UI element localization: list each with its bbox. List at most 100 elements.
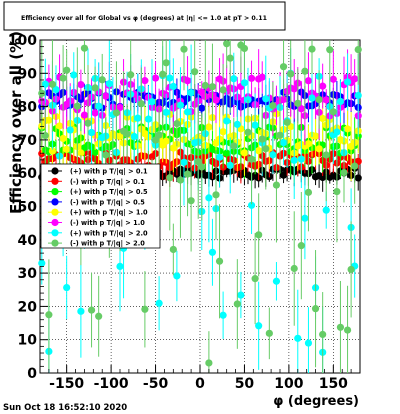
data-point [311, 305, 320, 313]
data-point [102, 151, 110, 159]
data-point [237, 291, 245, 299]
data-point [247, 74, 256, 82]
data-point [347, 265, 355, 274]
data-point [223, 40, 231, 48]
legend: (+) with p T/|q| > 0.1(-) with p T/|q| >… [40, 163, 161, 249]
data-point [41, 80, 49, 88]
x-axis-label: φ (degrees) [273, 394, 359, 409]
data-point [258, 135, 266, 143]
y-tick-label: 40 [18, 233, 38, 249]
legend-label: (-) with p T/|q| > 0.1 [70, 178, 145, 187]
data-point [329, 75, 337, 83]
data-point [251, 121, 259, 129]
title-box [3, 1, 286, 31]
data-point [290, 156, 298, 164]
legend-marker [51, 167, 59, 175]
data-point [340, 168, 348, 177]
data-point [48, 80, 57, 88]
data-point [77, 149, 85, 157]
data-point [354, 91, 362, 100]
data-point [73, 102, 81, 110]
data-point [162, 137, 170, 145]
data-point [304, 339, 313, 347]
data-point [208, 83, 217, 91]
data-point [297, 155, 305, 163]
y-tick-label: 10 [18, 333, 38, 349]
data-point [91, 109, 99, 117]
data-point [191, 68, 199, 76]
legend-label: (-) with p T/|q| > 1.0 [70, 219, 145, 228]
x-tick-label: 150 [319, 376, 348, 392]
data-point [176, 101, 185, 109]
data-point [77, 307, 85, 315]
data-point [223, 149, 231, 157]
data-point [95, 102, 103, 110]
data-point [279, 138, 288, 147]
data-point [304, 77, 313, 85]
data-point [230, 75, 238, 83]
y-tick-label: 100 [8, 33, 37, 49]
data-point [294, 99, 302, 107]
data-point [258, 73, 266, 81]
data-point [354, 45, 362, 54]
y-axis-label: Efficiency over all (%) [7, 31, 25, 214]
data-point [127, 71, 135, 79]
x-tick-label: 0 [195, 376, 205, 392]
data-point [262, 145, 270, 153]
data-point [343, 125, 352, 133]
data-point [290, 85, 298, 93]
data-point [173, 272, 181, 280]
data-point [91, 84, 99, 92]
data-point [48, 147, 57, 155]
data-point [336, 97, 345, 106]
data-point [176, 176, 185, 184]
data-point [80, 111, 89, 119]
data-point [308, 94, 316, 102]
data-point [208, 248, 217, 256]
data-point [322, 151, 330, 159]
legend-marker [51, 208, 59, 216]
data-point [63, 145, 71, 153]
y-tick-label: 90 [18, 66, 38, 82]
data-point [180, 45, 188, 53]
legend-marker [51, 229, 59, 237]
data-point [162, 59, 170, 67]
data-point [247, 201, 256, 209]
data-point [102, 92, 110, 100]
data-point [255, 231, 263, 239]
series-6 [38, 40, 362, 373]
chart-title: Efficiency over all for Global vs φ (deg… [21, 15, 267, 23]
y-tick-label: 0 [27, 366, 37, 382]
data-point [336, 323, 345, 331]
legend-label: (+) with p T/|q| > 0.1 [70, 168, 148, 177]
data-point [116, 262, 124, 271]
data-point [141, 77, 149, 85]
data-point [354, 174, 362, 182]
data-point [230, 142, 238, 150]
data-point [183, 170, 192, 178]
data-point [130, 132, 138, 141]
data-point [198, 104, 206, 112]
y-tick-label: 20 [18, 299, 38, 315]
data-point [319, 114, 327, 123]
data-point [255, 147, 263, 155]
x-tick-label: 50 [235, 376, 255, 392]
data-point [41, 131, 49, 140]
data-point [116, 132, 124, 141]
data-point [329, 108, 337, 116]
data-point [333, 187, 341, 196]
data-point [98, 76, 106, 84]
legend-label: (+) with p T/|q| > 0.5 [70, 188, 148, 197]
y-tick-label: 60 [18, 166, 38, 182]
data-point [215, 257, 224, 265]
data-point [272, 181, 281, 189]
data-point [322, 96, 330, 104]
data-point [251, 275, 259, 283]
data-point [269, 101, 277, 110]
data-point [343, 78, 352, 86]
data-point [180, 158, 188, 166]
data-point [322, 206, 330, 214]
data-point [63, 283, 71, 292]
data-point [240, 79, 249, 87]
data-point [59, 74, 67, 82]
